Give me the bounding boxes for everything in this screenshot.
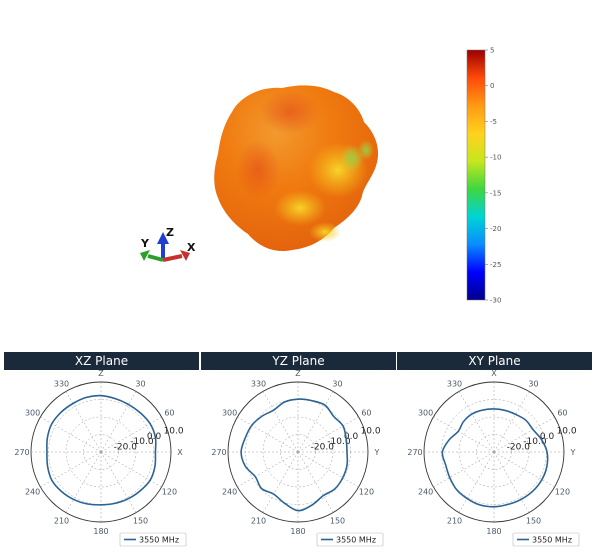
colorbar-tick-label: -30 <box>490 297 501 305</box>
polar-angle-label: 60 <box>164 409 174 418</box>
xz-plane-title: XZ Plane <box>4 352 199 370</box>
polar-radial-label: 0.0 <box>147 432 162 442</box>
xy-plane-title: XY Plane <box>397 352 592 370</box>
polar-angle-label: X <box>491 370 497 378</box>
polar-angle-label: 180 <box>486 527 501 536</box>
yz-plane-polar-chart: Z 30 60 Y 120 150 180 210 240 270 300 330 -20.0-10.0… <box>211 370 384 547</box>
xy-plane-polar-chart: X 30 60 Y 120 150 180 210 240 270 300 330 -20.0-10.0… <box>407 370 580 547</box>
legend: 3550 MHz <box>512 532 580 547</box>
colorbar-scale <box>466 49 486 301</box>
y-arrow-icon <box>140 250 150 261</box>
colorbar: 5 0 -5 -10 -15 -20 -25 -30 <box>466 47 501 305</box>
polar-ring <box>476 434 512 470</box>
polar-radial-label: 10.0 <box>361 426 381 436</box>
polar-angle-label: 270 <box>211 448 226 457</box>
polar-radial-label: 10.0 <box>164 426 184 436</box>
y-axis-letter: Y <box>140 237 150 250</box>
colorbar-tick-label: -5 <box>490 118 497 126</box>
polar-angle-label: 210 <box>447 516 462 525</box>
polar-angle-label: 30 <box>528 380 538 389</box>
polar-angle-label: 180 <box>93 527 108 536</box>
polar-ring <box>245 399 351 505</box>
xz-plane-panel: XZ Plane Z 30 60 X 120 150 180 210 240 270 300 330 -… <box>4 352 199 550</box>
axis-triad: Z X Y <box>140 226 196 262</box>
polar-angle-label: 300 <box>222 409 237 418</box>
polar-angle-label: 150 <box>526 516 541 525</box>
xz-plane-polar-chart: Z 30 60 X 120 150 180 210 240 270 300 330 -20.0-10.0… <box>14 370 187 547</box>
xy-plane-panel: XY Plane X 30 60 Y 120 150 180 210 240 270 300 330 -… <box>397 352 592 550</box>
series-line-3550-mhz <box>441 408 549 508</box>
polar-angle-label: 210 <box>54 516 69 525</box>
polar-angle-label: 270 <box>14 448 29 457</box>
polar-ring <box>280 434 316 470</box>
polar-radial-label: 0.0 <box>344 432 359 442</box>
polar-radial-label: -20.0 <box>114 443 138 453</box>
colorbar-tick-label: -20 <box>490 225 501 233</box>
polar-angle-label: 60 <box>361 409 371 418</box>
polar-angle-label: 120 <box>162 488 177 497</box>
yz-plane-title: YZ Plane <box>201 352 396 370</box>
colorbar-tick-label: 5 <box>490 47 494 55</box>
series-line-3550-mhz <box>240 398 349 512</box>
polar-angle-label: 180 <box>290 527 305 536</box>
polar-angle-label: 330 <box>251 380 266 389</box>
polar-angle-label: Z <box>295 370 301 378</box>
polar-angle-label: 240 <box>25 488 40 497</box>
polar-radial-label: -10.0 <box>130 437 154 447</box>
polar-angle-label: 240 <box>418 488 433 497</box>
polar-angle-label: 330 <box>54 380 69 389</box>
legend-label: 3550 MHz <box>532 536 572 545</box>
polar-radial-label: -10.0 <box>523 437 547 447</box>
polar-angle-label: 150 <box>330 516 345 525</box>
polar-angle-label: Z <box>98 370 104 378</box>
polar-radial-label: -20.0 <box>507 443 531 453</box>
polar-angle-label: 120 <box>359 488 374 497</box>
polar-angle-label: 60 <box>557 409 567 418</box>
yz-plane-panel: YZ Plane Z 30 60 Y 120 150 180 210 240 270 300 330 -… <box>201 352 396 550</box>
legend: 3550 MHz <box>316 532 384 547</box>
polar-angle-label: 150 <box>133 516 148 525</box>
polar-angle-label: Y <box>374 448 380 457</box>
z-arrow-icon <box>157 232 169 244</box>
polar-angle-label: 210 <box>251 516 266 525</box>
legend: 3550 MHz <box>119 532 187 547</box>
polar-angle-label: X <box>177 448 183 457</box>
x-arrow-icon <box>180 250 190 261</box>
radiation-pattern-3d <box>214 85 379 252</box>
polar-angle-label: 240 <box>222 488 237 497</box>
colorbar-tick-label: 0 <box>490 82 494 90</box>
colorbar-tick-label: -25 <box>490 261 501 269</box>
z-axis-letter: Z <box>166 226 174 239</box>
x-axis-letter: X <box>187 241 196 254</box>
polar-angle-label: 30 <box>135 380 145 389</box>
polar-angle-label: 300 <box>25 409 40 418</box>
polar-angle-label: Y <box>570 448 576 457</box>
polar-ring <box>83 434 119 470</box>
polar-ring <box>262 416 334 488</box>
polar-radial-label: 10.0 <box>557 426 577 436</box>
legend-label: 3550 MHz <box>139 536 179 545</box>
legend-label: 3550 MHz <box>336 536 376 545</box>
polar-radial-label: 0.0 <box>540 432 555 442</box>
polar-radial-label: -20.0 <box>311 443 335 453</box>
polar-ring <box>48 399 154 505</box>
polar-angle-label: 300 <box>418 409 433 418</box>
polar-ring <box>65 416 137 488</box>
polar-angle-label: 120 <box>555 488 570 497</box>
series-line-3550-mhz <box>46 394 157 506</box>
polar-angle-label: 270 <box>407 448 422 457</box>
polar-angle-label: 330 <box>447 380 462 389</box>
polar-ring <box>458 416 530 488</box>
pattern-body <box>214 85 379 252</box>
polar-angle-label: 30 <box>332 380 342 389</box>
polar-radial-label: -10.0 <box>327 437 351 447</box>
colorbar-tick-label: -10 <box>490 154 501 162</box>
colorbar-tick-label: -15 <box>490 189 501 197</box>
